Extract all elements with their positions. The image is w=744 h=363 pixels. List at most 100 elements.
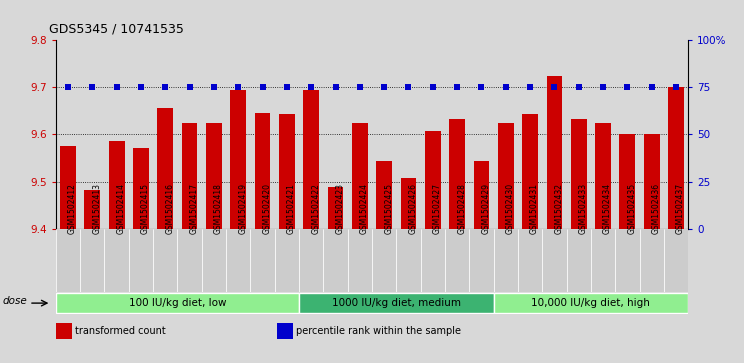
Point [378, 84, 390, 90]
Text: GSM1502422: GSM1502422 [311, 183, 320, 234]
Bar [352, 123, 368, 229]
Bar [324, 229, 347, 292]
Bar [547, 76, 562, 229]
Bar [206, 123, 222, 229]
Bar [522, 114, 538, 229]
Bar [157, 109, 173, 229]
Bar [615, 229, 640, 292]
Text: GSM1502433: GSM1502433 [579, 183, 588, 234]
Bar [133, 147, 149, 229]
Point [597, 84, 609, 90]
Bar [80, 229, 104, 292]
Text: GSM1502423: GSM1502423 [336, 183, 344, 234]
Bar [640, 229, 664, 292]
Bar [56, 229, 80, 292]
Bar [498, 123, 513, 229]
Text: GSM1502431: GSM1502431 [530, 183, 539, 234]
Bar [202, 229, 226, 292]
Text: GSM1502421: GSM1502421 [287, 183, 296, 234]
Bar [278, 323, 293, 339]
Text: dose: dose [3, 296, 28, 306]
Bar [591, 229, 615, 292]
Bar [493, 229, 518, 292]
Point [427, 84, 439, 90]
Text: GDS5345 / 10741535: GDS5345 / 10741535 [49, 23, 185, 36]
Point [135, 84, 147, 90]
Text: GSM1502430: GSM1502430 [506, 183, 515, 234]
Point [281, 84, 293, 90]
Point [670, 84, 682, 90]
Text: GSM1502414: GSM1502414 [117, 183, 126, 234]
Bar [397, 229, 420, 292]
Bar [109, 141, 124, 229]
Bar [177, 229, 202, 292]
Text: GSM1502436: GSM1502436 [652, 183, 661, 234]
Bar [182, 123, 197, 229]
Bar [129, 229, 153, 292]
Point [86, 84, 98, 90]
Point [403, 84, 414, 90]
Text: transformed count: transformed count [74, 326, 165, 337]
Text: GSM1502425: GSM1502425 [384, 183, 393, 234]
Bar [620, 134, 635, 229]
Text: GSM1502429: GSM1502429 [481, 183, 490, 234]
Bar [299, 293, 493, 313]
Bar [104, 229, 129, 292]
Text: GSM1502432: GSM1502432 [554, 183, 563, 234]
Bar [254, 113, 271, 229]
Point [646, 84, 658, 90]
Point [451, 84, 463, 90]
Bar [473, 161, 490, 229]
Bar [449, 119, 465, 229]
Bar [469, 229, 493, 292]
Text: 10,000 IU/kg diet, high: 10,000 IU/kg diet, high [531, 298, 650, 308]
Text: percentile rank within the sample: percentile rank within the sample [296, 326, 461, 337]
Bar [595, 123, 611, 229]
Text: GSM1502416: GSM1502416 [165, 183, 174, 234]
Point [573, 84, 585, 90]
Bar [493, 293, 688, 313]
Bar [668, 87, 684, 229]
Bar [664, 229, 688, 292]
Bar [425, 131, 440, 229]
Text: 1000 IU/kg diet, medium: 1000 IU/kg diet, medium [332, 298, 461, 308]
Point [111, 84, 123, 90]
Point [257, 84, 269, 90]
Bar [304, 90, 319, 229]
Point [500, 84, 512, 90]
Text: GSM1502418: GSM1502418 [214, 183, 223, 234]
Bar [372, 229, 397, 292]
Bar [275, 229, 299, 292]
Point [621, 84, 633, 90]
Bar [571, 119, 587, 229]
Bar [518, 229, 542, 292]
Bar [153, 229, 177, 292]
Text: GSM1502427: GSM1502427 [433, 183, 442, 234]
Text: GSM1502417: GSM1502417 [190, 183, 199, 234]
Point [548, 84, 560, 90]
Text: GSM1502412: GSM1502412 [68, 183, 77, 234]
Text: GSM1502413: GSM1502413 [92, 183, 101, 234]
Text: GSM1502428: GSM1502428 [457, 183, 466, 234]
Bar [644, 134, 660, 229]
Text: GSM1502420: GSM1502420 [263, 183, 272, 234]
Text: GSM1502419: GSM1502419 [238, 183, 247, 234]
Text: GSM1502424: GSM1502424 [360, 183, 369, 234]
Bar [226, 229, 251, 292]
Text: GSM1502434: GSM1502434 [603, 183, 612, 234]
Point [475, 84, 487, 90]
Bar [56, 323, 71, 339]
Bar [327, 187, 344, 229]
Text: GSM1502426: GSM1502426 [408, 183, 417, 234]
Bar [299, 229, 324, 292]
Point [184, 84, 196, 90]
Bar [420, 229, 445, 292]
Bar [231, 90, 246, 229]
Point [305, 84, 317, 90]
Bar [347, 229, 372, 292]
Bar [84, 190, 100, 229]
Text: 100 IU/kg diet, low: 100 IU/kg diet, low [129, 298, 226, 308]
Text: GSM1502435: GSM1502435 [627, 183, 636, 234]
Point [354, 84, 366, 90]
Bar [279, 114, 295, 229]
